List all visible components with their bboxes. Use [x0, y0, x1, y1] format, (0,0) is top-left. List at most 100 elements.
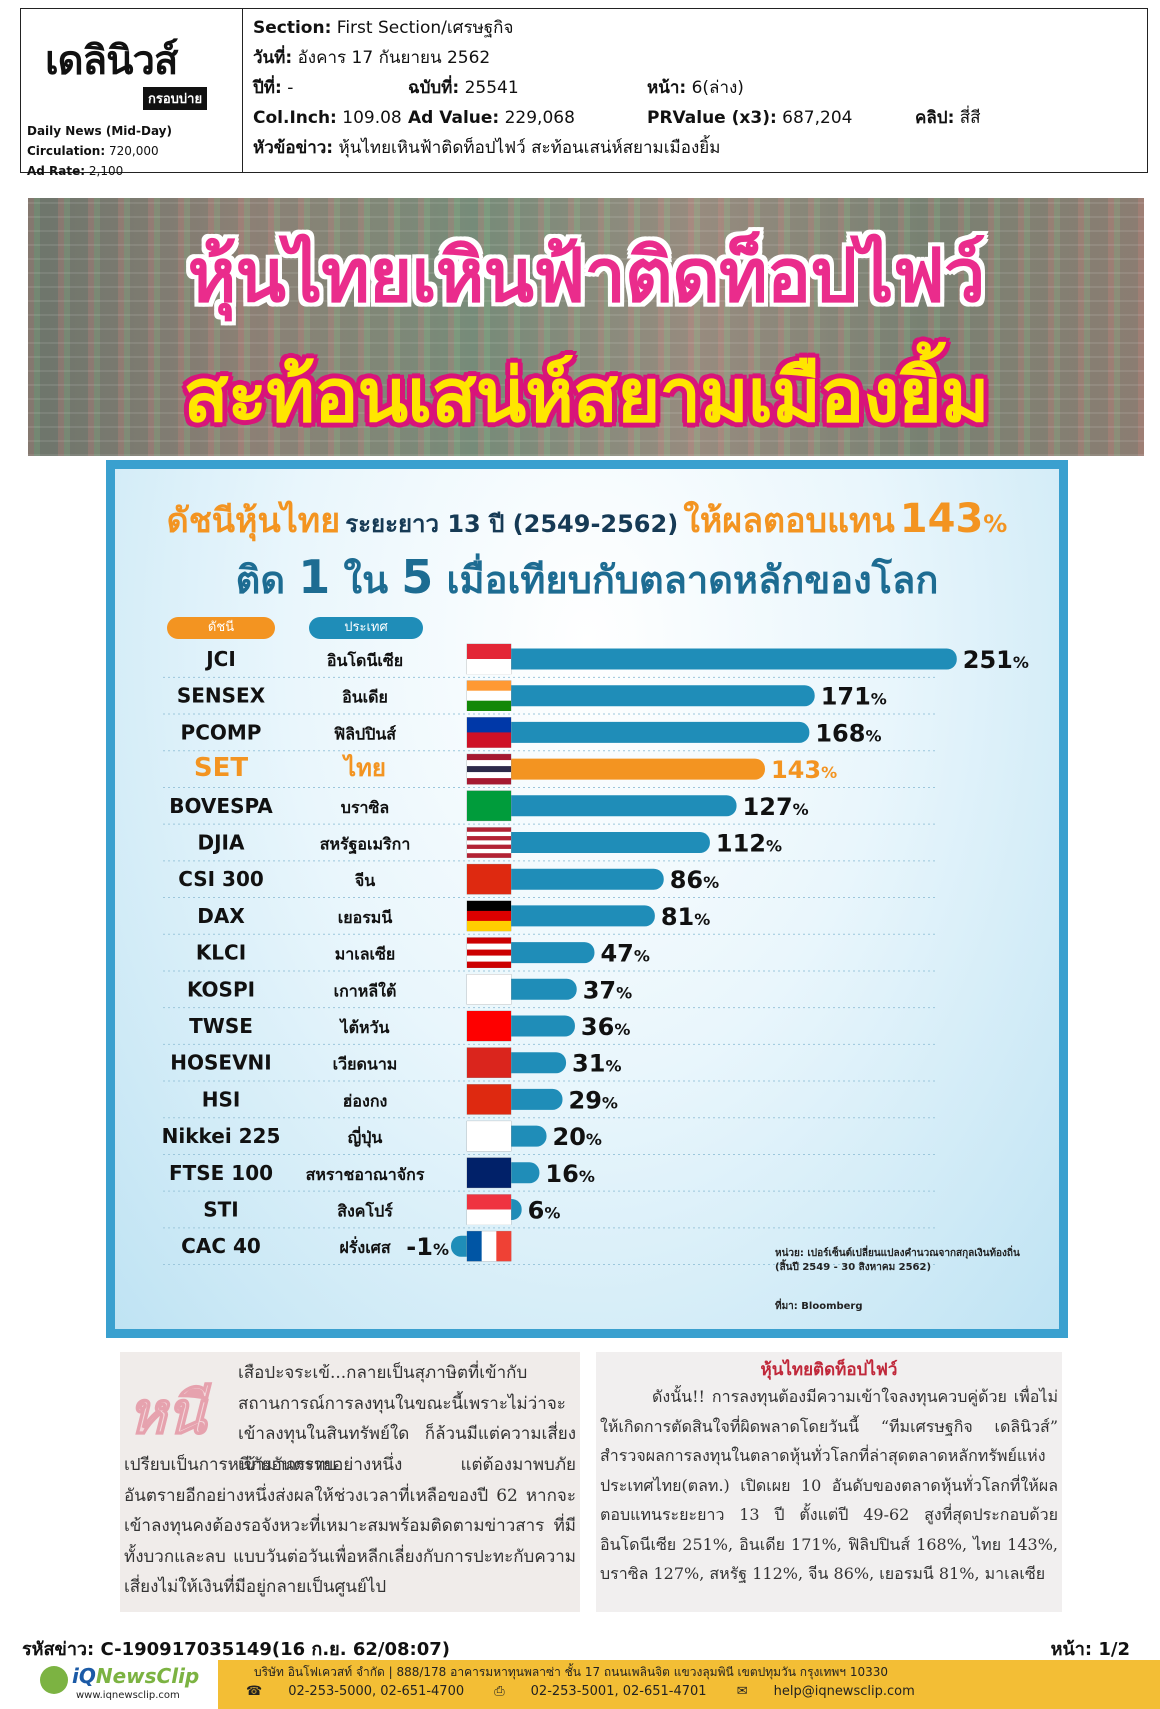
country-label: เยอรมนี: [338, 908, 393, 927]
flag-stripe: [467, 937, 511, 944]
flag-germany-icon: [466, 900, 512, 932]
flag-field: [467, 1047, 511, 1078]
flag-uk-icon: [466, 1157, 512, 1189]
flag-stripe: [467, 910, 511, 922]
article-subheading: หุ้นไทยติดท็อปไฟว์: [760, 1360, 898, 1380]
ad-rate-label: Ad Rate:: [27, 164, 86, 178]
dailynews-logo: เดลินิวส์: [45, 38, 178, 84]
page-value: 6(ล่าง): [691, 78, 744, 98]
flag-stripe: [467, 840, 511, 845]
country-label: ฟิลิปปินส์: [333, 724, 396, 743]
clip-value: สี่สี: [959, 108, 981, 128]
page-label: หน้า:: [647, 78, 687, 98]
article-body: หุ้นไทยติดท็อปไฟว์ ดังนั้น!! การลงทุนต้อ…: [596, 1352, 1062, 1612]
article-intro: หนี เสือปะจระเข้...กลายเป็นสุภาษิตที่เข้…: [120, 1352, 580, 1612]
advalue-value: 229,068: [504, 108, 575, 128]
prvalue-value: 687,204: [782, 108, 853, 128]
index-label: KOSPI: [187, 977, 255, 1001]
issue-label: ฉบับที่:: [408, 78, 460, 98]
publication-name: Daily News (Mid-Day): [27, 124, 172, 138]
flag-stripe: [481, 1231, 497, 1262]
index-label: BOVESPA: [169, 794, 273, 818]
flag-stripe: [496, 1231, 512, 1262]
country-label: เวียดนาม: [333, 1055, 398, 1074]
section-label: Section:: [253, 18, 332, 38]
flag-singapore-icon: [466, 1194, 512, 1225]
headline-banner: หุ้นไทยเหินฟ้าติดท็อปไฟว์ สะท้อนเสน่ห์สย…: [28, 198, 1144, 456]
issue-value: 25541: [464, 78, 519, 98]
flag-stripe: [467, 766, 511, 773]
country-label: อินเดีย: [342, 688, 388, 707]
value-label: 251%: [963, 646, 1029, 674]
colinch-label: Col.Inch:: [253, 108, 337, 128]
flag-field: [467, 1121, 511, 1152]
flag-stripe: [467, 700, 511, 711]
value-percent: %: [586, 1130, 602, 1149]
country-label: เกาหลีใต้: [334, 981, 397, 1000]
headline-label: หัวข้อข่าว:: [253, 138, 334, 158]
returns-infographic: ดัชนีหุ้นไทย ระยะยาว 13 ปี (2549-2562) ใ…: [106, 460, 1068, 1338]
flag-vietnam-icon: [466, 1047, 512, 1079]
country-label: สหรัฐอเมริกา: [320, 835, 411, 855]
subtitle-top: 5: [401, 550, 434, 604]
country-column-header: ประเทศ: [309, 617, 423, 639]
subtitle-rank: 1: [298, 550, 331, 604]
iqnewsclip-url[interactable]: www.iqnewsclip.com: [76, 1690, 180, 1701]
value-label: 47%: [600, 940, 649, 968]
bar: [501, 721, 810, 743]
flag-stripe: [467, 760, 511, 767]
brand-iq: iQ: [72, 1664, 96, 1688]
advalue-label: Ad Value:: [408, 108, 500, 128]
circulation-value: 720,000: [108, 144, 159, 158]
intro-paragraph-1: เสือปะจระเข้...กลายเป็นสุภาษิตที่เข้ากับ…: [238, 1363, 576, 1475]
value-label: 86%: [670, 866, 719, 894]
value-percent: %: [605, 1057, 621, 1076]
unit-note: หน่วย: เปอร์เซ็นต์เปลี่ยนแปลงคำนวณจากสกุ…: [775, 1247, 1020, 1275]
headline-value: หุ้นไทยเหินฟ้าติดท็อปไฟว์ สะท้อนเสน่ห์สย…: [338, 138, 721, 158]
value-label: 20%: [553, 1123, 602, 1151]
flag-japan-icon: [466, 1120, 512, 1152]
flag-china-icon: [466, 863, 512, 895]
iqnewsclip-logo[interactable]: iQNewsClip www.iqnewsclip.com: [40, 1664, 216, 1708]
section-value: First Section/เศรษฐกิจ: [336, 18, 514, 38]
index-label: TWSE: [189, 1014, 253, 1038]
value-percent: %: [703, 873, 719, 892]
prvalue-label: PRValue (x3):: [647, 108, 777, 128]
index-label: DJIA: [198, 831, 245, 855]
value-percent: %: [614, 1020, 630, 1039]
flag-stripe: [467, 659, 511, 675]
publication-info: Daily News (Mid-Day) Circulation: 720,00…: [27, 121, 172, 181]
headline-line-1: หุ้นไทยเหินฟ้าติดท็อปไฟว์: [187, 233, 986, 319]
value-label: 112%: [716, 830, 782, 858]
flag-stripe: [467, 1209, 511, 1225]
ad-rate-value: 2,100: [88, 164, 124, 178]
clipping-header: เดลินิวส์ กรอบบ่าย Daily News (Mid-Day) …: [20, 8, 1148, 178]
flag-stripe: [467, 754, 511, 761]
email-icon: ✉: [736, 1684, 748, 1699]
flag-usa-icon: [466, 827, 512, 858]
value-percent: %: [871, 690, 887, 709]
index-label: KLCI: [196, 941, 246, 965]
value-percent: %: [579, 1167, 595, 1186]
subtitle-part-2: ใน: [343, 558, 389, 602]
flag-field: [467, 974, 511, 1005]
title-return-label: ให้ผลตอบแทน: [683, 501, 895, 541]
country-label: ไต้หวัน: [339, 1018, 390, 1037]
index-label: JCI: [204, 647, 236, 671]
footer-bar: [218, 1660, 1160, 1709]
source-note: ที่มา: Bloomberg: [775, 1301, 863, 1312]
value-percent: %: [634, 947, 650, 966]
bar: [501, 1088, 563, 1110]
news-reference: รหัสข่าว: C-190917035149(16 ก.ย. 62/08:0…: [22, 1639, 450, 1660]
value-percent: %: [616, 983, 632, 1002]
flag-field: [467, 1011, 511, 1041]
flag-stripe: [467, 943, 511, 950]
flag-stripe: [467, 732, 511, 748]
flag-stripe: [467, 717, 511, 733]
dropcap-word: หนี: [127, 1378, 206, 1448]
email-address[interactable]: help@iqnewsclip.com: [773, 1684, 915, 1699]
infographic-subtitle: ติด 1 ใน 5 เมื่อเทียบกับตลาดหลักของโลก: [115, 549, 1059, 610]
unit-note-line-1: หน่วย: เปอร์เซ็นต์เปลี่ยนแปลงคำนวณจากสกุ…: [775, 1248, 1020, 1259]
intro-paragraph-2: เปรียบเป็นการหนีภัยอันตรายอย่างหนึ่ง แต่…: [124, 1455, 576, 1597]
phone-number[interactable]: 02-253-5000, 02-651-4700: [288, 1684, 465, 1699]
